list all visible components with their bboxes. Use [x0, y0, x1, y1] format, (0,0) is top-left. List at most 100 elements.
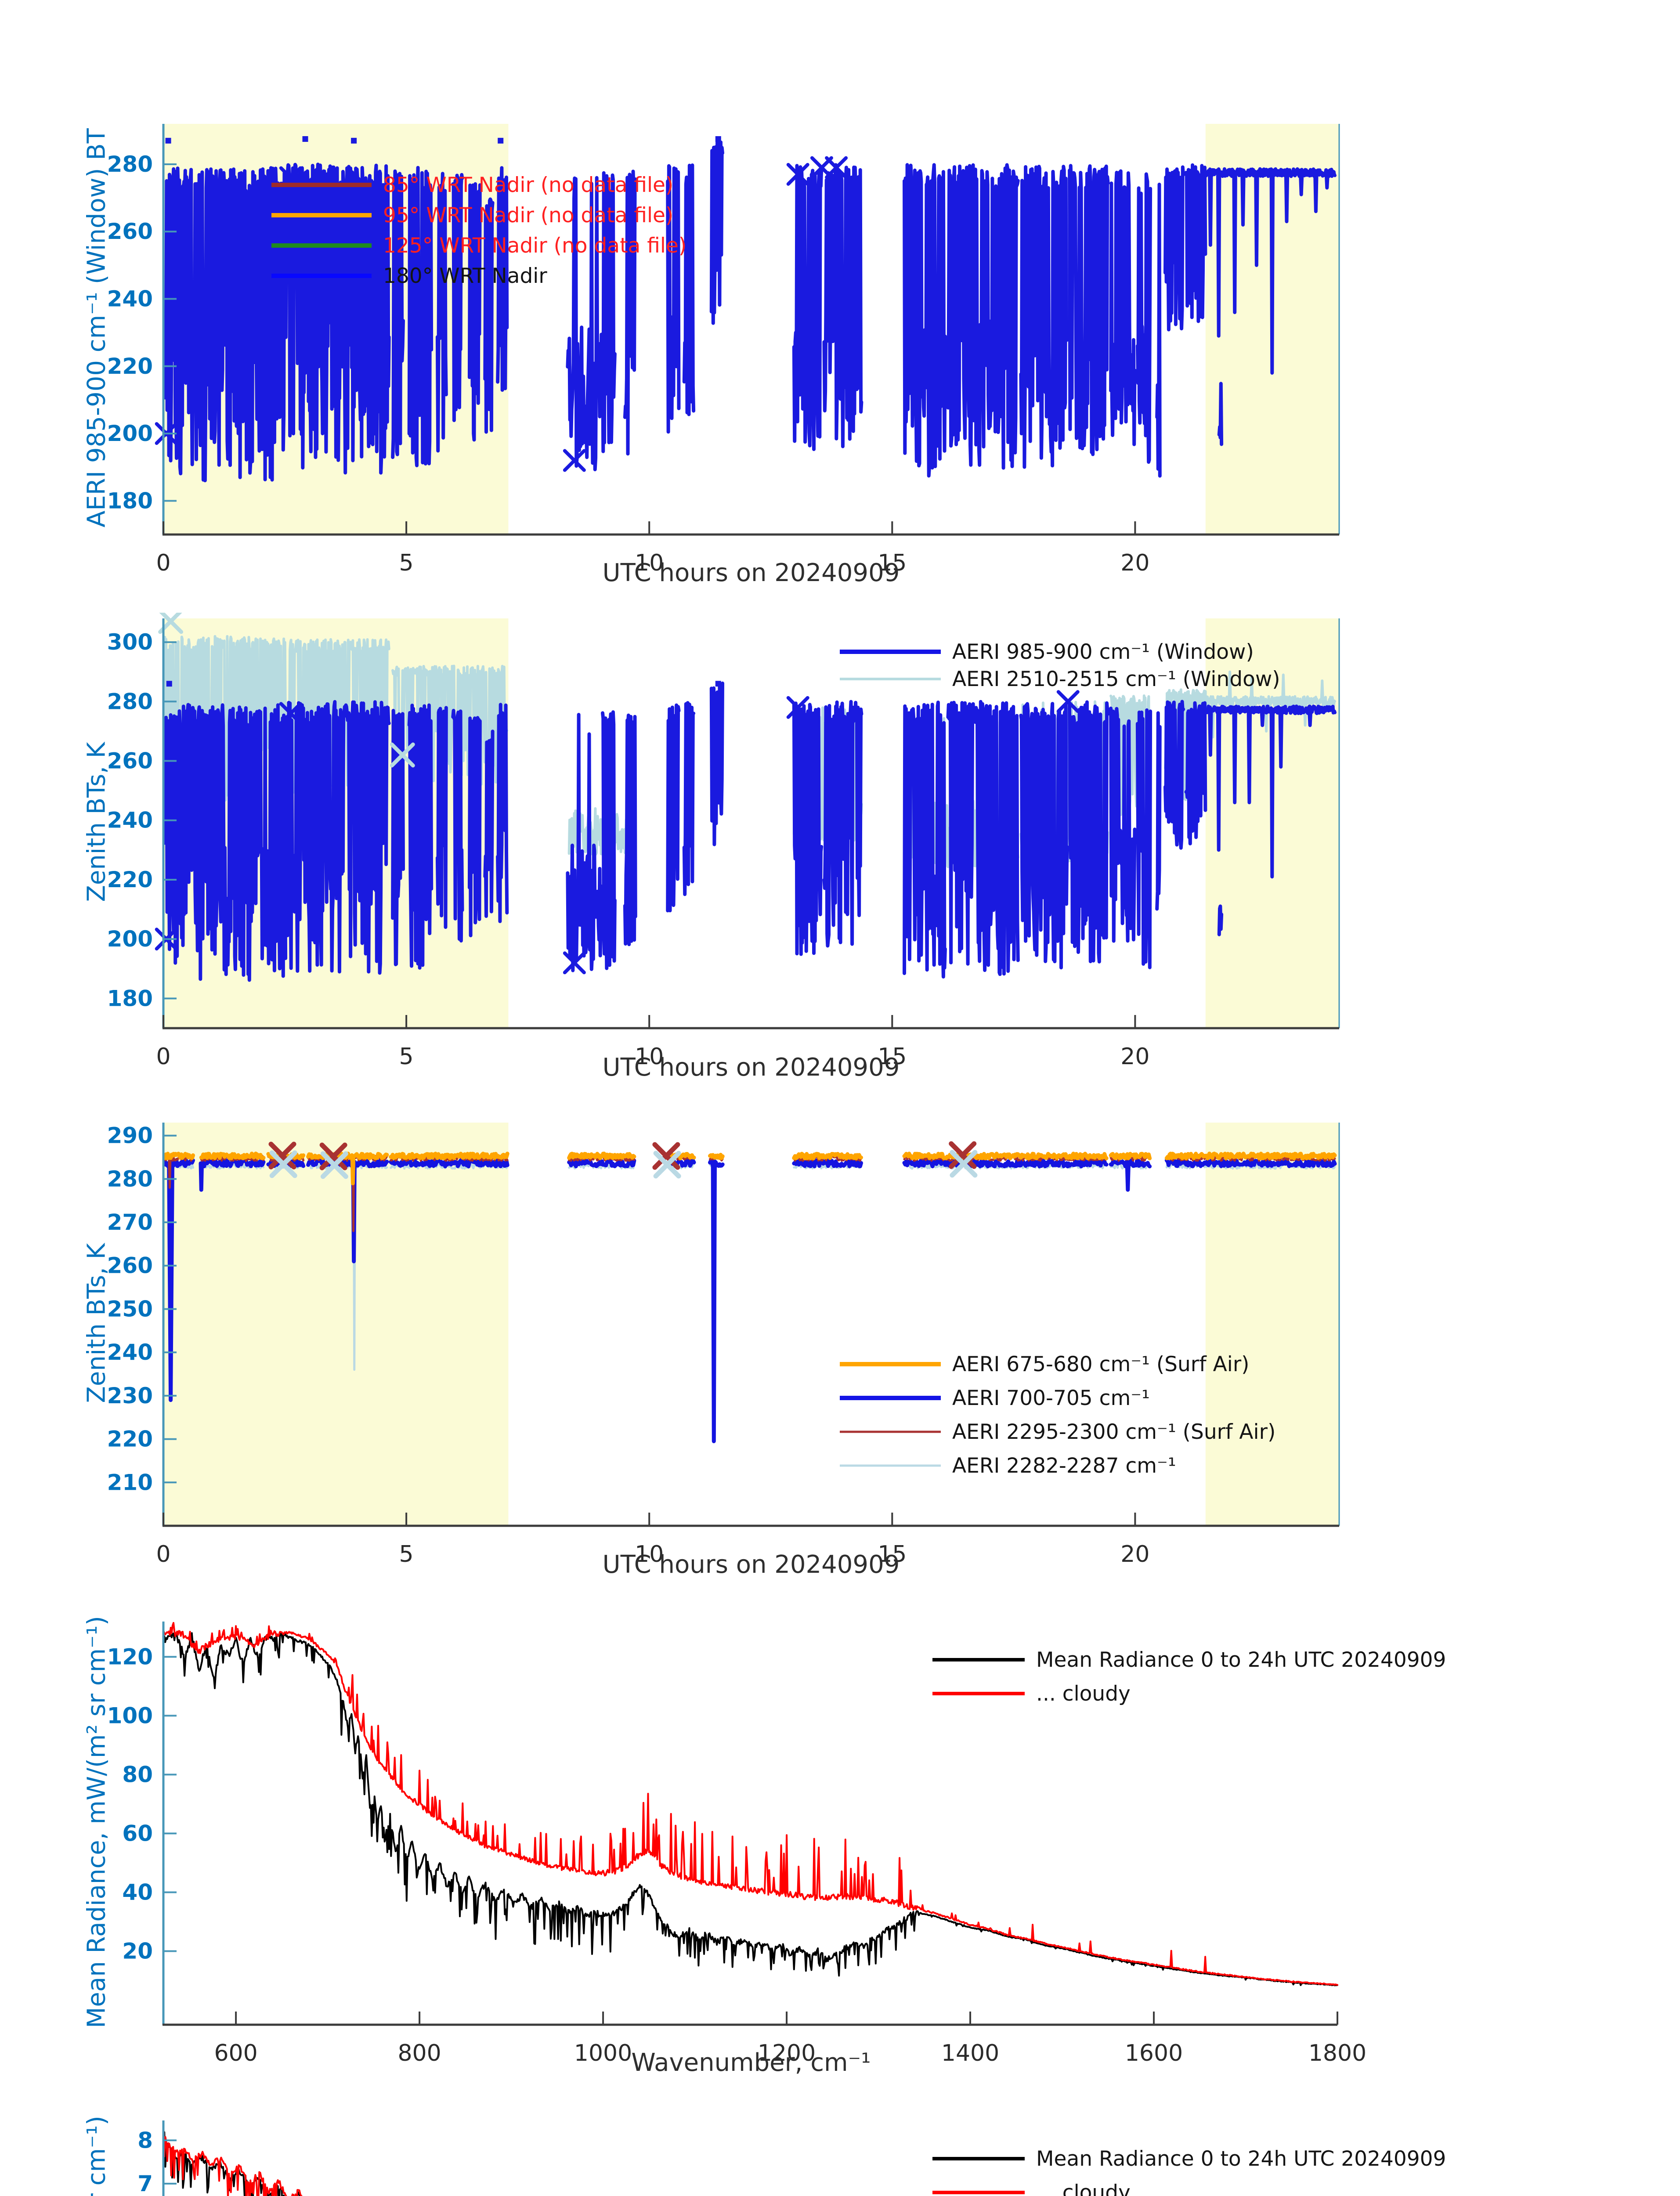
legend-label: AERI 675-680 cm⁻¹ (Surf Air)	[952, 1352, 1249, 1376]
y-tick-label: 290	[107, 1123, 153, 1149]
panel-4-radiance-spectrum-longwave: 20 40 60 80 100 120 600 800 1000 1200 1400 1600 1800…	[107, 1622, 1446, 2066]
y-tick-label: 260	[107, 748, 153, 774]
legend-label: 95° WRT Nadir (no data file)	[383, 203, 673, 228]
x-tick-label: 5	[399, 550, 414, 576]
y-axis-label-panel1: AERI 985-900 cm⁻¹ (Window) BT	[82, 128, 111, 527]
x-tick-label: 1400	[941, 2040, 999, 2066]
y-tick-label: 200	[107, 926, 153, 952]
x-marker	[825, 156, 848, 179]
x-tick-label: 15	[878, 550, 907, 576]
x-marker	[786, 163, 809, 186]
square-marker	[498, 137, 504, 144]
square-marker	[351, 137, 357, 144]
panel-1-bt-window-timeseries: 180 200 220 240 260 280 0 5 10 15 20 85° WRT Nadir …	[107, 124, 1340, 576]
x-tick-label: 1800	[1308, 2040, 1366, 2066]
x-tick-label: 20	[1120, 1044, 1149, 1070]
square-marker	[715, 136, 721, 142]
y-tick-label: 220	[107, 354, 153, 379]
x-marker	[320, 1151, 348, 1179]
y-tick-label: 230	[107, 1383, 153, 1409]
legend-label: ... cloudy	[1036, 1682, 1131, 1706]
y-tick-label: 200	[107, 421, 153, 446]
x-tick-label: 1200	[758, 2040, 816, 2066]
x-axis-label-panel4: Wavenumber, cm⁻¹	[631, 2048, 871, 2077]
x-marker	[950, 1150, 978, 1178]
y-tick-label: 20	[122, 1938, 153, 1964]
x-tick-label: 20	[1120, 1541, 1149, 1568]
x-tick-label: 10	[635, 1541, 664, 1568]
y-tick-label: 60	[122, 1820, 153, 1846]
x-tick-label: 10	[635, 550, 664, 576]
legend-label: AERI 2282-2287 cm⁻¹	[952, 1454, 1176, 1478]
y-tick-label: 220	[107, 867, 153, 892]
y-tick-label: 100	[107, 1703, 153, 1728]
night-shading-band	[1205, 1123, 1339, 1526]
y-tick-label: 240	[107, 1340, 153, 1365]
x-tick-label: 10	[635, 1044, 664, 1070]
x-marker	[390, 742, 415, 768]
x-tick-label: 1600	[1125, 2040, 1183, 2066]
legend-label: AERI 985-900 cm⁻¹ (Window)	[952, 640, 1254, 664]
x-tick-label: 0	[156, 550, 170, 576]
x-axis-label-panel1: UTC hours on 20240909	[602, 559, 900, 587]
y-tick-label: 240	[107, 286, 153, 312]
y-tick-label: 180	[107, 488, 153, 513]
y-tick-label: 280	[107, 1166, 153, 1192]
x-marker	[1056, 690, 1080, 713]
x-marker	[949, 1141, 977, 1169]
legend-label: 180° WRT Nadir	[383, 264, 547, 288]
x-tick-label: 5	[399, 1044, 414, 1070]
x-marker	[563, 951, 586, 975]
x-marker	[279, 702, 302, 725]
x-tick-label: 0	[156, 1044, 170, 1070]
x-marker	[269, 1150, 297, 1178]
y-axis-label-panel2: Zenith BTs, K	[82, 742, 111, 902]
series-mean-radiance-clear	[163, 1632, 1338, 1987]
x-tick-label: 15	[878, 1044, 907, 1070]
legend-label: 85° WRT Nadir (no data file)	[383, 173, 673, 197]
series-aeri-985-900-cm-1-window	[163, 681, 1337, 982]
legend-label: AERI 2510-2515 cm⁻¹ (Window)	[952, 667, 1280, 691]
y-axis-label-panel5: Mean Radiance, mW/(m² sr cm⁻¹)	[83, 1993, 111, 2196]
y-axis-label-panel3: Zenith BTs, K	[82, 1243, 111, 1403]
x-tick-label: 0	[156, 1541, 170, 1568]
y-tick-label: 40	[122, 1879, 153, 1905]
x-marker	[653, 1151, 681, 1179]
y-tick-label: 280	[107, 152, 153, 177]
x-marker	[563, 449, 586, 472]
y-tick-label: 120	[107, 1644, 153, 1669]
y-tick-label: 7	[137, 2171, 153, 2196]
x-marker	[319, 1142, 347, 1170]
square-marker	[166, 681, 172, 687]
y-tick-label: 270	[107, 1210, 153, 1235]
x-tick-label: 5	[399, 1541, 414, 1568]
y-tick-label: 240	[107, 808, 153, 833]
x-tick-label: 600	[214, 2040, 257, 2066]
square-marker	[165, 137, 171, 144]
legend-label: 125° WRT Nadir (no data file)	[383, 234, 686, 258]
panel-5-radiance-spectrum-shortwave: 0123456781800200022002400260028003000Mea…	[137, 2120, 1446, 2196]
x-marker	[786, 696, 809, 719]
y-tick-label: 210	[107, 1470, 153, 1495]
x-marker	[652, 1142, 680, 1170]
legend-label: Mean Radiance 0 to 24h UTC 20240909	[1036, 2147, 1446, 2171]
y-tick-label: 250	[107, 1296, 153, 1322]
panel-2-zenith-bt-window-timeseries: 180 200 220 240 260 280 300 0 5 10 15 20 AERI 985-90…	[107, 613, 1340, 1070]
y-tick-label: 220	[107, 1427, 153, 1452]
x-marker	[268, 1141, 296, 1170]
panel-3-zenith-bt-co2-timeseries: 210 220 230 240 250 260 270 280 290 0 5 10 15 20 AERI …	[107, 1123, 1340, 1568]
x-tick-label: 15	[878, 1541, 907, 1568]
legend-label: AERI 2295-2300 cm⁻¹ (Surf Air)	[952, 1420, 1275, 1444]
x-axis-label-panel2: UTC hours on 20240909	[602, 1053, 900, 1082]
y-tick-label: 80	[122, 1762, 153, 1787]
legend-label: Mean Radiance 0 to 24h UTC 20240909	[1036, 1648, 1446, 1672]
series-mean-radiance-cloudy	[163, 1622, 1338, 1986]
legend-label: AERI 700-705 cm⁻¹	[952, 1386, 1150, 1410]
night-shading-band	[163, 1123, 509, 1526]
legend-label: ... cloudy	[1036, 2181, 1131, 2196]
square-marker	[715, 681, 721, 687]
x-tick-label: 1000	[574, 2040, 632, 2066]
y-tick-label: 260	[107, 1253, 153, 1279]
y-tick-label: 180	[107, 986, 153, 1011]
